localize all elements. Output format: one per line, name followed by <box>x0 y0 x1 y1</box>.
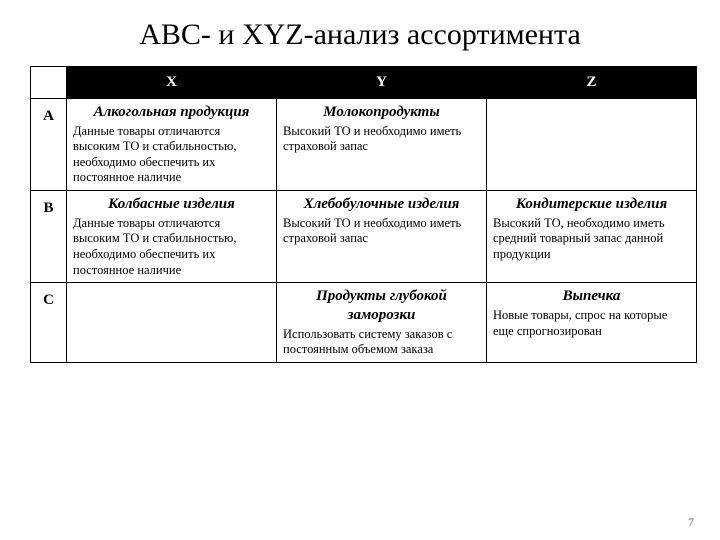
cell-title: Алкогольная продукция <box>73 103 270 122</box>
col-header-x: X <box>67 67 277 99</box>
table-header-row: X Y Z <box>31 67 697 99</box>
cell-b-x: Колбасные изделия Данные товары отличают… <box>67 191 277 283</box>
cell-title: Кондитерские изделия <box>493 195 690 214</box>
cell-desc: Данные товары отличаются высоким ТО и ст… <box>73 124 270 187</box>
row-label-c: C <box>31 283 67 363</box>
cell-a-x: Алкогольная продукция Данные товары отли… <box>67 98 277 190</box>
cell-b-y: Хлебобулочные изделия Высокий ТО и необх… <box>277 191 487 283</box>
row-label-a: A <box>31 98 67 190</box>
cell-title: Выпечка <box>493 287 690 306</box>
col-header-z: Z <box>487 67 697 99</box>
cell-title: Продукты глубокой заморозки <box>283 287 480 325</box>
cell-title: Хлебобулочные изделия <box>283 195 480 214</box>
cell-a-z <box>487 98 697 190</box>
table-row: A Алкогольная продукция Данные товары от… <box>31 98 697 190</box>
page-title: ABC- и XYZ-анализ ассортимента <box>30 18 690 52</box>
cell-title: Молокопродукты <box>283 103 480 122</box>
cell-c-y: Продукты глубокой заморозки Использовать… <box>277 283 487 363</box>
cell-desc: Высокий ТО, необходимо иметь средний тов… <box>493 216 690 263</box>
cell-b-z: Кондитерские изделия Высокий ТО, необход… <box>487 191 697 283</box>
cell-desc: Данные товары отличаются высоким ТО и ст… <box>73 216 270 279</box>
cell-a-y: Молокопродукты Высокий ТО и необходимо и… <box>277 98 487 190</box>
cell-title: Колбасные изделия <box>73 195 270 214</box>
abc-xyz-table: X Y Z A Алкогольная продукция Данные тов… <box>30 66 697 363</box>
col-header-y: Y <box>277 67 487 99</box>
page-number: 7 <box>688 515 694 530</box>
cell-desc: Использовать систему заказов с постоянны… <box>283 327 480 358</box>
cell-desc: Высокий ТО и необходимо иметь страховой … <box>283 124 480 155</box>
cell-c-x <box>67 283 277 363</box>
header-empty <box>31 67 67 99</box>
table-row: C Продукты глубокой заморозки Использова… <box>31 283 697 363</box>
row-label-b: B <box>31 191 67 283</box>
cell-desc: Новые товары, спрос на которые еще спрог… <box>493 308 690 339</box>
cell-c-z: Выпечка Новые товары, спрос на которые е… <box>487 283 697 363</box>
cell-desc: Высокий ТО и необходимо иметь страховой … <box>283 216 480 247</box>
table-row: B Колбасные изделия Данные товары отлича… <box>31 191 697 283</box>
